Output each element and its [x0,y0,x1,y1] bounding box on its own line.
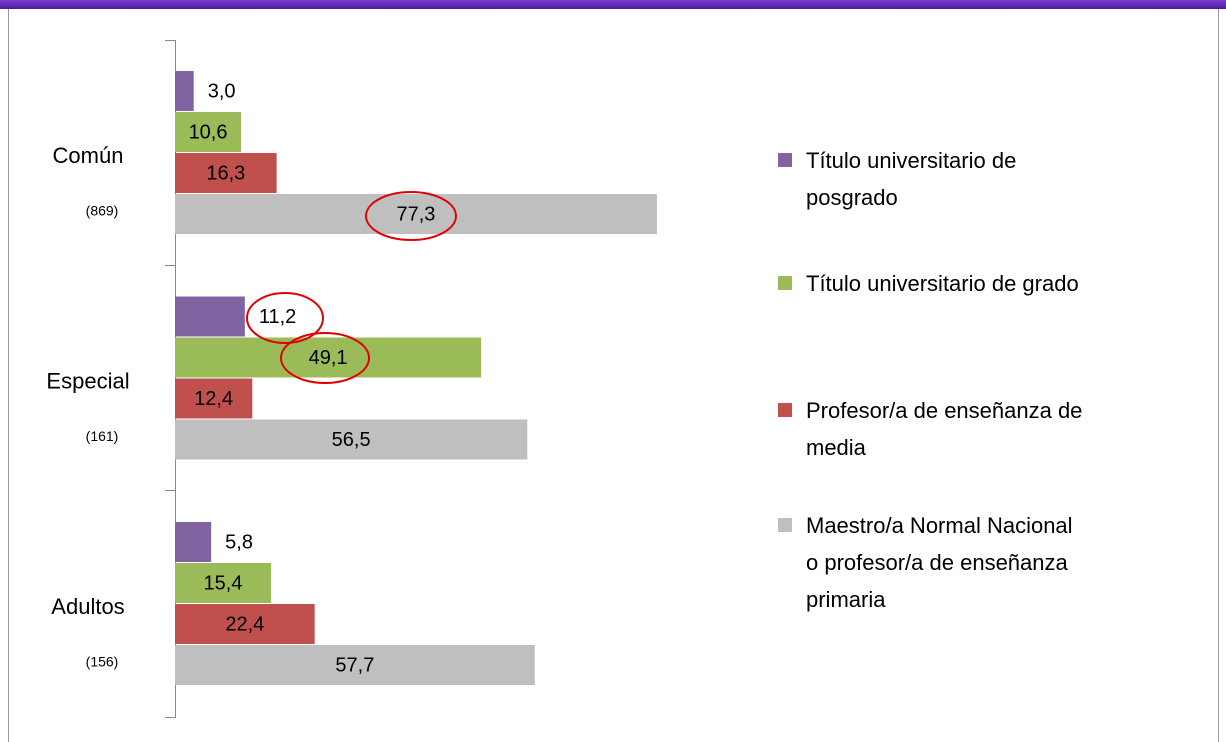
top-bar [0,0,1226,9]
highlight-circle [280,332,370,384]
data-label: 11,2 [259,306,296,328]
data-label: 16,3 [206,162,245,184]
data-label: 22,4 [225,613,264,635]
legend-swatch [778,276,792,290]
category-note: (869) [86,203,119,219]
bar [175,112,242,152]
legend-swatch [778,518,792,532]
bar [175,153,277,193]
bar [175,194,657,234]
bar [175,296,245,337]
category-label: Común [53,143,124,168]
data-label: 15,4 [204,572,243,594]
bar [175,71,194,111]
legend-label: Maestro/a Normal Nacional o profesor/a d… [806,513,1073,612]
bar [175,563,272,603]
plot [165,40,176,718]
bar [175,337,482,378]
data-label: 77,3 [397,203,436,225]
legend-label: Título universitario de posgrado [806,148,1017,210]
highlight-circle [365,191,457,241]
data-label: 57,7 [335,654,374,676]
data-label: 12,4 [194,388,233,410]
bar [175,378,253,419]
legend-label: Título universitario de grado [806,271,1079,296]
category-note: (161) [86,428,119,444]
legend-swatch [778,403,792,417]
data-label: 5,8 [225,531,253,553]
legend-label: Profesor/a de enseñanza de media [806,398,1083,460]
bar [175,645,535,685]
data-label: 10,6 [189,121,228,143]
highlight-circle [246,292,324,344]
category-label: Especial [46,368,129,393]
data-label: 56,5 [332,429,371,451]
bar [175,522,212,562]
data-label: 49,1 [309,347,348,369]
data-label: 3,0 [208,80,236,102]
bar [175,604,315,644]
category-label: Adultos [51,594,124,619]
bar [175,419,528,460]
highlights [246,191,457,384]
category-note: (156) [86,654,119,670]
legend-swatch [778,153,792,167]
